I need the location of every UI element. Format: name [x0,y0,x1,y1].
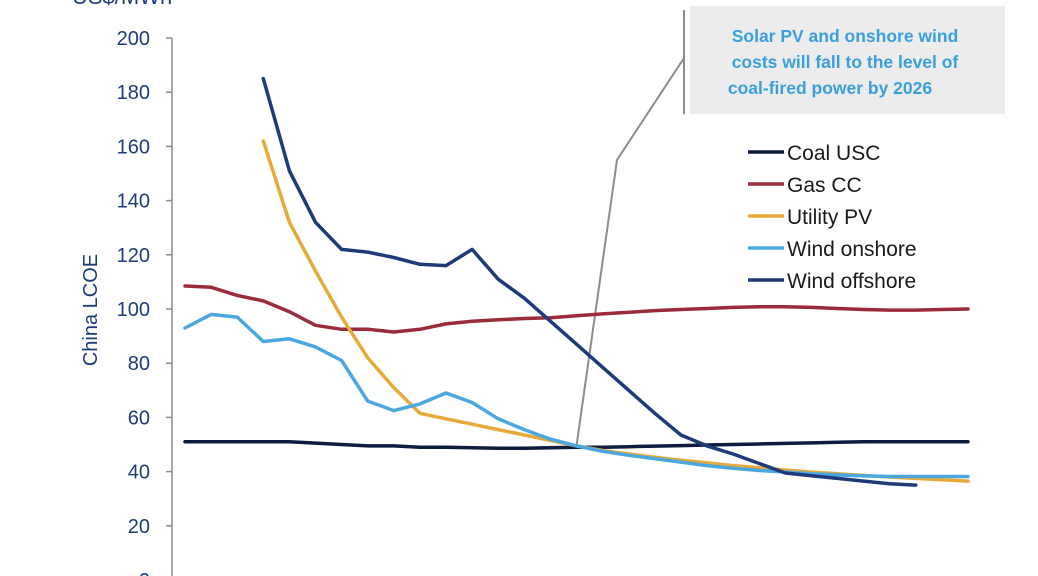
legend-item-coal-usc: Coal USC [748,142,880,165]
legend-item-utility-pv: Utility PV [748,206,872,229]
legend-label: Wind onshore [787,238,917,261]
legend-item-wind-onshore: Wind onshore [748,238,917,261]
y-tick-label: 80 [128,353,150,375]
y-tick-label: 100 [117,299,150,321]
series-layer [183,76,970,487]
y-tick-label: 180 [117,82,150,104]
y-tick-label: 140 [117,191,150,213]
series-line-wind-offshore [261,76,918,487]
legend-label: Gas CC [787,174,862,197]
legend-label: Coal USC [787,142,880,165]
annotation-box-background [690,6,1005,114]
y-tick-label: 120 [117,245,150,267]
axis-layer: 0 20 40 60 80 100 120 140 160 180 200 China LCOE [80,28,173,576]
annotation-leader-line [575,57,685,446]
y-axis-title: China LCOE [80,254,102,366]
annotation-line-1: Solar PV and onshore wind [732,26,959,46]
legend-item-wind-offshore: Wind offshore [748,270,916,293]
legend-label: Wind offshore [787,270,916,293]
y-tick-label: 60 [128,407,150,429]
series-line-gas-cc [183,284,970,334]
series-line-wind-onshore [183,312,970,479]
y-tick-label: 40 [128,462,150,484]
legend-item-gas-cc: Gas CC [748,174,862,197]
y-axis-unit-label: US$/MWh [72,0,172,9]
y-tick-label: 200 [117,28,150,50]
annotation-box: Solar PV and onshore wind costs will fal… [683,6,1005,114]
legend-label: Utility PV [787,206,872,229]
y-tick-label: 20 [128,516,150,538]
y-tick-label: 160 [117,136,150,158]
legend-layer: Coal USC Gas CC Utility PV Wind onshore Wind… [748,142,917,293]
annotation-line-3: coal-fired power by 2026 [728,78,933,98]
annotation-line-2: costs will fall to the level of [732,52,959,72]
y-tick-label: 0 [139,570,150,576]
annotation-leader-layer [575,57,685,446]
